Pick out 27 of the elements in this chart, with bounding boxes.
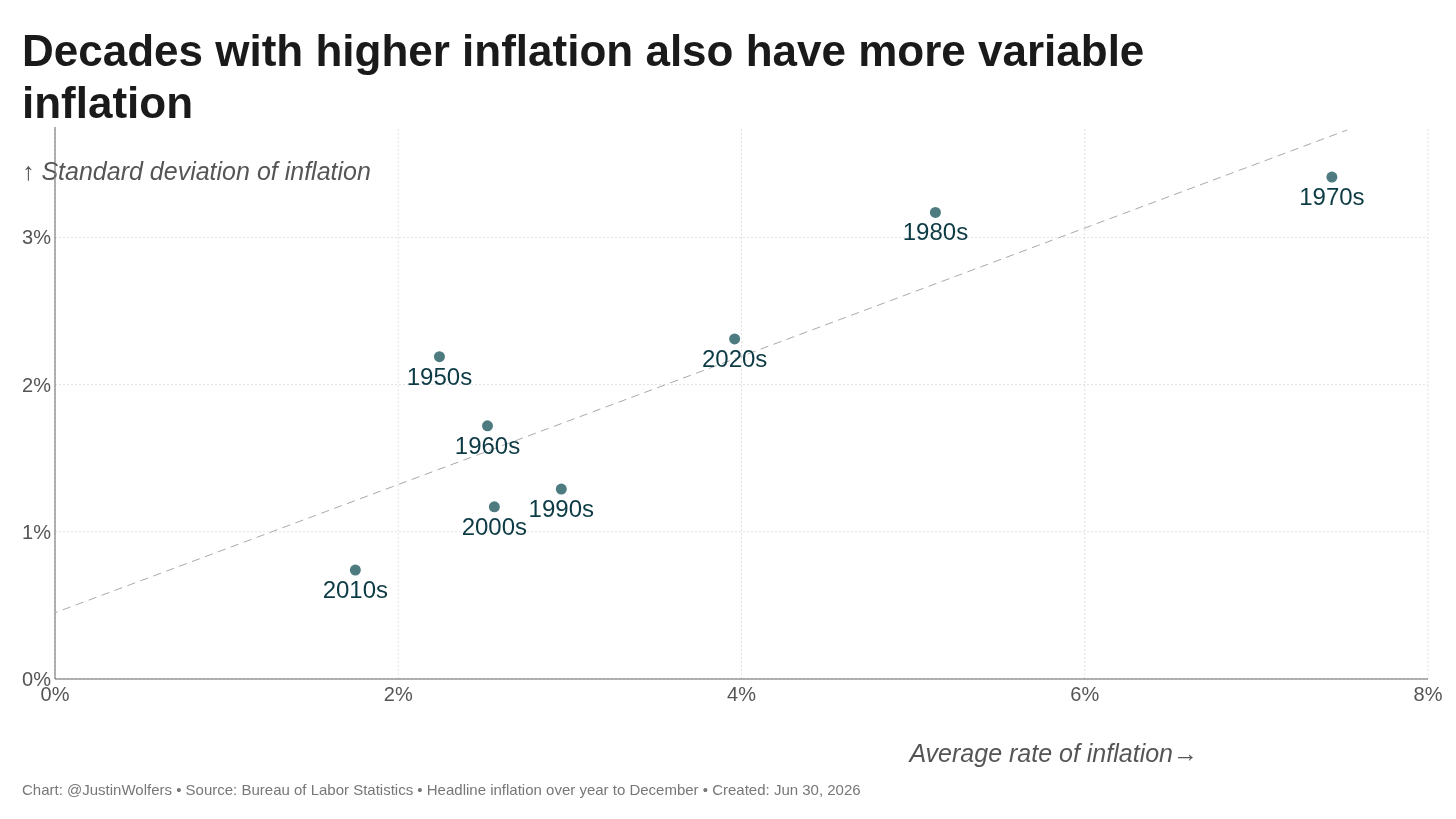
text: Chart: @JustinWolfers • Source: Bureau of Labor Statistics • Headline inflation over year to December • Created: Jun 30, 2026 (22, 781, 861, 798)
annotation: 1960s (454, 431, 521, 459)
point (349, 564, 361, 576)
y-tick-label: 2% (22, 373, 52, 396)
point (555, 483, 567, 495)
x-tick-label: 8% (1413, 683, 1443, 705)
point (433, 351, 445, 363)
y-axis-title: ↑ Standard deviation of inflation (22, 157, 371, 185)
annotation: 2020s (701, 344, 768, 372)
annotation: 1990s (528, 495, 594, 523)
chart-title: Decades with higher inflation also have more variable inflation (22, 26, 1145, 127)
annotation: 1970s (1299, 183, 1365, 211)
annotation: 2000s (461, 512, 528, 540)
point (488, 501, 500, 513)
point (1326, 171, 1338, 183)
x-tick-label: 2% (383, 683, 413, 705)
annotation: 1950s (406, 362, 473, 390)
point (929, 206, 941, 218)
x-tick-label: 6% (1070, 683, 1100, 705)
x-tick-label: 4% (727, 683, 757, 705)
point (482, 420, 493, 432)
y-tick-label: 3% (22, 226, 52, 249)
y-tick-label: 1% (22, 520, 52, 543)
annotation: 1980s (902, 218, 969, 246)
annotation: 2010s (322, 576, 389, 604)
point (729, 333, 741, 345)
x-axis-title: Average rate of inflation→ (907, 739, 1198, 767)
